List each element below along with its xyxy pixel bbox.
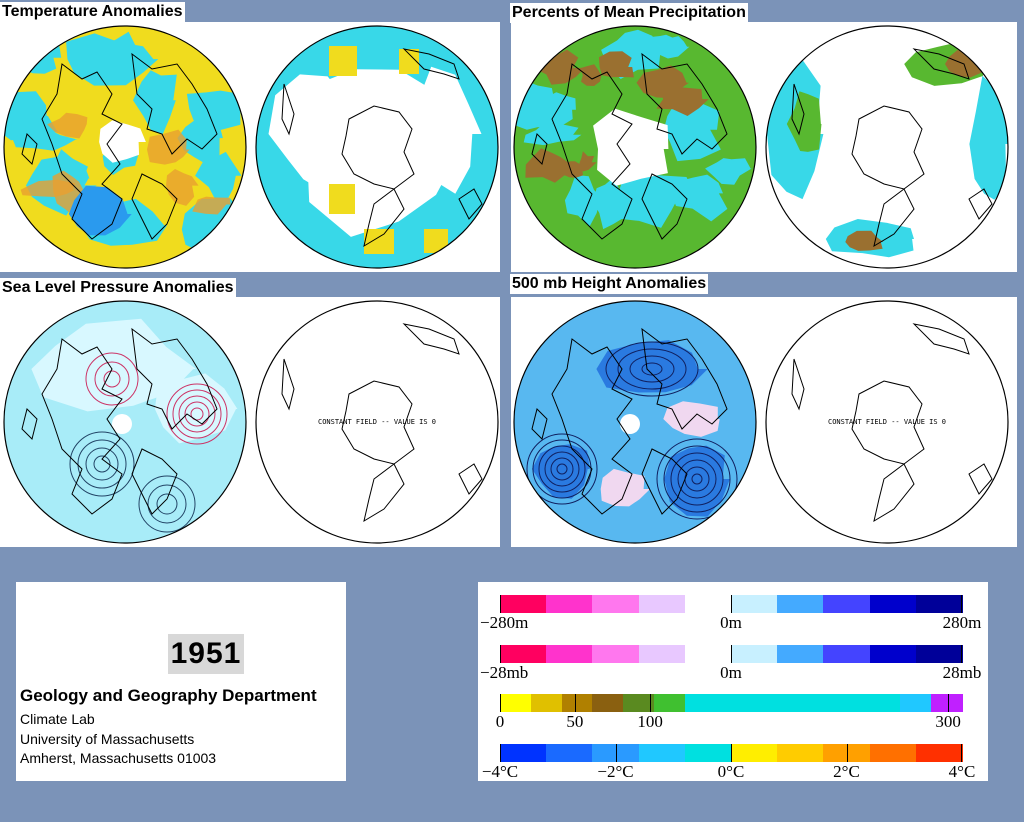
temp-scale-bar xyxy=(500,744,963,762)
height-title: 500 mb Height Anomalies xyxy=(510,274,709,294)
temp-scale-tick-label: 0°C xyxy=(717,762,745,781)
info-box: 1951 Geology and Geography Department Cl… xyxy=(16,582,346,781)
precip-scale-segment xyxy=(623,694,655,712)
temp-scale-segment xyxy=(869,744,917,762)
pressure-scale-tick-mark xyxy=(961,645,962,663)
slp-title: Sea Level Pressure Anomalies xyxy=(0,278,236,298)
precip-scale-tick-label: 0 xyxy=(495,712,505,731)
height-scale-segment xyxy=(592,595,640,613)
temperature-south-globe xyxy=(255,25,499,269)
precip-scale-tick-label: 50 xyxy=(566,712,584,731)
precip-scale-segment xyxy=(561,694,593,712)
pressure-scale-segment xyxy=(500,645,547,663)
height-north-globe xyxy=(513,300,757,544)
precip-scale-segment xyxy=(654,694,686,712)
height-scale-segment xyxy=(638,595,686,613)
pressure-scale-segment xyxy=(777,645,824,663)
pressure-scale-segment xyxy=(592,645,640,663)
height-scale-tick-label: 0m xyxy=(720,613,742,632)
pressure-scale-segment xyxy=(731,645,778,663)
info-line-university: University of Massachusetts xyxy=(20,731,195,747)
precip-scale-segment xyxy=(808,694,840,712)
temp-scale-segment xyxy=(915,744,963,762)
height-scale-segment xyxy=(869,595,917,613)
height-scale-bar xyxy=(500,595,963,613)
precip-scale-segment xyxy=(715,694,747,712)
pressure-scale-tick-label: 28mb xyxy=(942,663,982,682)
height-scale-tick-mark xyxy=(731,595,732,613)
temp-scale-tick-mark xyxy=(731,744,732,762)
precip-scale-tick-mark xyxy=(574,694,576,712)
pressure-scale-tick-mark xyxy=(500,645,501,663)
pressure-scale-segment xyxy=(638,645,686,663)
height-scale-tick-mark xyxy=(961,595,962,613)
temp-scale-tick-label: −2°C xyxy=(597,762,634,781)
pressure-scale-bar xyxy=(500,645,963,663)
precipitation-title: Percents of Mean Precipitation xyxy=(510,3,748,23)
pressure-scale-tick-label: −28mb xyxy=(480,663,529,682)
year-label: 1951 xyxy=(168,634,244,674)
temp-scale-tick-mark xyxy=(846,744,848,762)
pressure-scale-tick-label: 0m xyxy=(720,663,742,682)
height-scale-segment xyxy=(915,595,963,613)
precipitation-north-globe xyxy=(513,25,757,269)
temp-scale-segment xyxy=(777,744,824,762)
pressure-scale-tick-mark xyxy=(731,645,732,663)
height-scale-segment xyxy=(684,595,732,613)
temp-scale-tick-label: 4°C xyxy=(948,762,976,781)
info-line-lab: Climate Lab xyxy=(20,711,95,727)
height-scale-segment xyxy=(777,595,824,613)
precip-scale-segment xyxy=(838,694,871,712)
pressure-scale-segment xyxy=(869,645,917,663)
precip-scale-tick-label: 300 xyxy=(935,712,961,731)
temp-scale-tick-label: −4°C xyxy=(481,762,519,781)
height-scale-tick-label: −280m xyxy=(480,613,529,632)
precip-scale-bar xyxy=(500,694,963,712)
height-south-globe: CONSTANT FIELD -- VALUE IS 0 xyxy=(765,300,1009,544)
pressure-scale-segment xyxy=(684,645,732,663)
pressure-scale-segment xyxy=(915,645,963,663)
temp-scale-segment xyxy=(638,744,686,762)
constant-field-label: CONSTANT FIELD -- VALUE IS 0 xyxy=(828,418,946,426)
slp-south-globe: CONSTANT FIELD -- VALUE IS 0 xyxy=(255,300,499,544)
precip-scale-segment xyxy=(869,694,901,712)
precip-scale-segment xyxy=(684,694,717,712)
precip-scale-tick-mark xyxy=(500,694,501,712)
pressure-scale-segment xyxy=(823,645,871,663)
precip-scale-segment xyxy=(592,694,624,712)
temp-scale-tick-mark xyxy=(615,744,617,762)
temp-scale-tick-mark xyxy=(961,744,962,762)
precip-scale-segment xyxy=(530,694,563,712)
constant-field-label: CONSTANT FIELD -- VALUE IS 0 xyxy=(318,418,436,426)
temperature-north-globe xyxy=(3,25,247,269)
pressure-scale-segment xyxy=(546,645,593,663)
temp-scale-tick-mark xyxy=(500,744,501,762)
department-label: Geology and Geography Department xyxy=(20,686,317,705)
precip-scale-segment xyxy=(900,694,932,712)
height-scale-segment xyxy=(546,595,593,613)
precipitation-south-globe xyxy=(765,25,1009,269)
temp-scale-segment xyxy=(684,744,732,762)
color-legend: −280m 0m 280m −28mb 0m 28mb 0 50 100 300 −4°C −2°C 0… xyxy=(478,582,988,781)
precip-scale-tick-label: 100 xyxy=(637,712,663,731)
temp-scale-segment xyxy=(500,744,547,762)
precip-scale-segment xyxy=(500,694,532,712)
precip-scale-segment xyxy=(931,694,963,712)
temperature-title: Temperature Anomalies xyxy=(0,2,185,22)
height-scale-tick-mark xyxy=(500,595,501,613)
info-line-address: Amherst, Massachusetts 01003 xyxy=(20,750,217,766)
temp-scale-tick-label: 2°C xyxy=(833,762,860,781)
height-scale-segment xyxy=(823,595,871,613)
precip-scale-segment xyxy=(746,694,778,712)
temp-scale-segment xyxy=(731,744,778,762)
slp-north-globe xyxy=(3,300,247,544)
height-scale-segment xyxy=(731,595,778,613)
height-scale-segment xyxy=(500,595,547,613)
precip-scale-tick-mark xyxy=(650,694,652,712)
height-scale-tick-label: 280m xyxy=(942,613,982,632)
precip-scale-tick-mark xyxy=(948,694,950,712)
temp-scale-segment xyxy=(546,744,593,762)
precip-scale-segment xyxy=(777,694,809,712)
